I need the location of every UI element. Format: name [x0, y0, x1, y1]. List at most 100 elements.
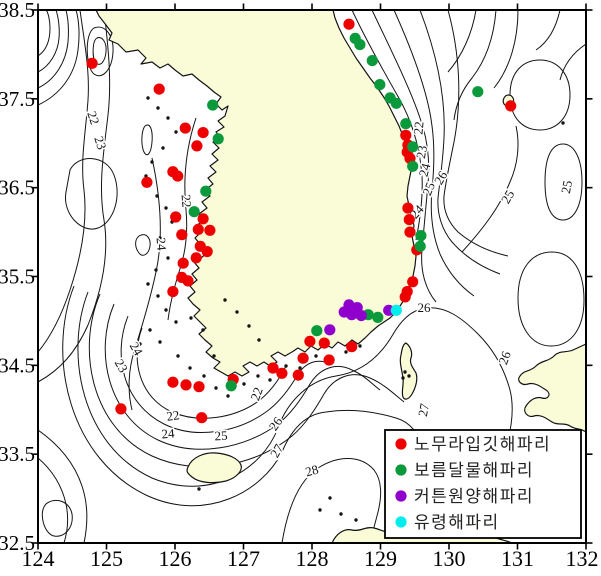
jellyfish-marker-red	[204, 224, 216, 236]
islet-speck	[176, 354, 180, 358]
x-axis-tick-label: 130	[433, 546, 466, 571]
jellyfish-marker-red	[276, 367, 288, 379]
islet-speck	[166, 256, 170, 260]
islet-speck	[214, 386, 218, 390]
jellyfish-marker-red	[176, 229, 188, 241]
islet-speck	[407, 374, 411, 378]
legend-cyan-dot	[395, 516, 407, 528]
islet-speck	[174, 320, 178, 324]
x-axis-tick-label: 131	[501, 546, 534, 571]
jellyfish-marker-red	[292, 369, 304, 381]
jellyfish-marker-green	[390, 97, 402, 109]
jellyfish-marker-red	[297, 352, 309, 364]
islet-speck	[561, 121, 565, 125]
jellyfish-marker-red	[267, 362, 279, 374]
contour-label: 25	[558, 179, 575, 194]
jellyfish-marker-red	[193, 381, 205, 393]
jellyfish-marker-red	[403, 214, 415, 226]
contour-label: 24	[416, 161, 434, 178]
x-axis-tick-label: 124	[22, 546, 55, 571]
islet-speck	[226, 394, 230, 398]
legend-purple-dot	[395, 490, 407, 502]
islet-speck	[166, 116, 170, 120]
islet-speck	[354, 518, 358, 522]
jellyfish-marker-green	[407, 160, 419, 172]
y-axis-tick-label: 33.5	[0, 442, 35, 466]
legend-box	[384, 429, 582, 539]
jellyfish-marker-red	[346, 341, 358, 353]
islet-speck	[161, 146, 165, 150]
legend-green-dot	[395, 464, 407, 476]
jellyfish-marker-green	[207, 99, 219, 111]
jellyfish-marker-red	[197, 213, 209, 225]
islet-speck	[158, 236, 162, 240]
islet-speck	[148, 328, 152, 332]
islet-speck	[174, 130, 178, 134]
islet-speck	[235, 310, 239, 314]
islet-speck	[401, 376, 405, 380]
jellyfish-marker-red	[167, 376, 179, 388]
jellyfish-marker-purple	[346, 309, 358, 321]
x-axis-tick-label: 127	[227, 546, 260, 571]
jellyfish-marker-red	[191, 140, 203, 152]
jellyfish-marker-green	[200, 185, 212, 197]
contour-label: 24	[153, 237, 169, 252]
jellyfish-marker-red	[180, 379, 192, 391]
jellyfish-marker-red	[343, 18, 355, 30]
jellyfish-marker-red	[177, 257, 189, 269]
jellyfish-marker-red	[190, 252, 202, 264]
islet-speck	[247, 324, 251, 328]
islet-speck	[158, 340, 162, 344]
y-axis-tick-label: 36.5	[0, 176, 35, 200]
jellyfish-marker-purple	[355, 310, 367, 322]
islet-speck	[403, 370, 407, 374]
jellyfish-marker-green	[188, 206, 200, 218]
japan-honshu	[518, 343, 586, 433]
islet-speck	[150, 160, 154, 164]
islet-speck	[318, 508, 322, 512]
legend-item-label: 보름달물해파리	[414, 461, 534, 480]
y-axis-tick-label: 34.5	[0, 353, 35, 377]
islet-speck	[268, 378, 272, 382]
jellyfish-marker-red	[153, 83, 165, 95]
jellyfish-marker-red	[197, 127, 209, 139]
islet-speck	[284, 364, 288, 368]
islet-speck	[154, 268, 158, 272]
jellyfish-marker-purple	[324, 324, 336, 336]
contour-label: 28	[304, 462, 320, 480]
x-axis-tick-label: 129	[364, 546, 397, 571]
islet-speck	[146, 282, 150, 286]
jellyfish-marker-green	[407, 141, 419, 153]
jellyfish-marker-red	[304, 335, 316, 347]
islet-speck	[358, 344, 362, 348]
islet-speck	[156, 294, 160, 298]
islet-speck	[242, 382, 246, 386]
contour-label: 24	[161, 425, 176, 441]
legend-item-label: 유령해파리	[414, 513, 500, 532]
jellyfish-marker-green	[414, 240, 426, 252]
jellyfish-marker-green	[472, 86, 484, 98]
x-axis-tick-label: 132	[566, 546, 599, 571]
jellyfish-marker-red	[182, 275, 194, 287]
islet-speck	[188, 366, 192, 370]
jellyfish-marker-red	[402, 202, 414, 214]
contour-label: 22	[178, 194, 194, 208]
tsushima-island	[399, 342, 418, 400]
contour-label: 26	[418, 300, 432, 315]
islet-speck	[164, 206, 168, 210]
marker-group	[86, 18, 517, 424]
islet-speck	[314, 354, 318, 358]
islet-speck	[339, 512, 343, 516]
legend-red-dot	[395, 438, 407, 450]
jellyfish-marker-green	[212, 133, 224, 145]
islet-speck	[155, 194, 159, 198]
islet-speck	[197, 487, 201, 491]
islet-speck	[298, 366, 302, 370]
jellyfish-marker-green	[372, 311, 384, 323]
jellyfish-marker-green	[366, 55, 378, 67]
islet-speck	[256, 374, 260, 378]
jeju-island	[186, 452, 242, 484]
islet-speck	[156, 106, 160, 110]
